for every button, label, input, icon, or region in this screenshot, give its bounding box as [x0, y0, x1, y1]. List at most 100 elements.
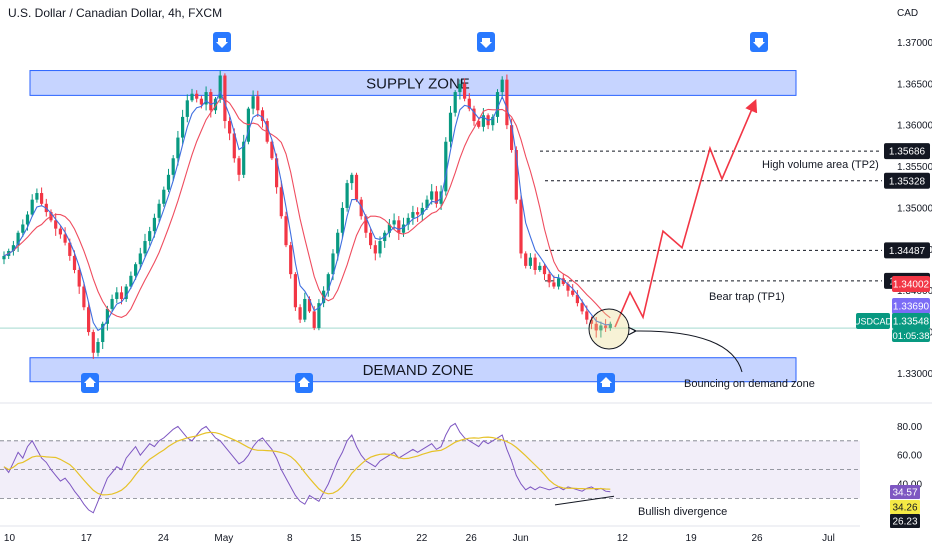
candle-body: [317, 303, 321, 328]
candle-body: [406, 217, 410, 225]
candle-body: [538, 265, 542, 270]
candle-body: [2, 255, 6, 260]
rsi-ma-line: [3, 431, 611, 496]
candle-body: [331, 253, 335, 275]
candle-body: [68, 242, 72, 256]
candle-body: [411, 212, 415, 218]
candle-body: [608, 323, 612, 328]
candles: [2, 70, 612, 359]
candle-body: [35, 193, 39, 200]
up-arrow-glyph: [600, 377, 612, 387]
candle-body: [251, 96, 255, 109]
candle-body: [514, 150, 518, 200]
candle-body: [571, 290, 575, 295]
candle-body: [444, 141, 448, 192]
candle-body: [477, 121, 481, 127]
price-tag-label: 1.33548: [893, 317, 930, 328]
candle-body: [397, 220, 401, 233]
level-tag-label: 1.35686: [889, 147, 926, 158]
candle-body: [589, 319, 594, 324]
candle-body: [157, 203, 161, 218]
candle-body: [25, 214, 30, 225]
countdown-label: 01:05:38: [893, 331, 930, 342]
candle-body: [63, 234, 67, 243]
candle-body: [594, 323, 598, 331]
candle-body: [181, 116, 185, 138]
candle-body: [256, 96, 260, 111]
price-tick-label: 1.36500: [897, 79, 932, 90]
ema-line: [3, 90, 611, 332]
candle-body: [430, 191, 434, 200]
rsi-value-tag-label: 26.23: [892, 517, 917, 528]
candle-body: [547, 274, 551, 283]
divergence-line: [554, 495, 615, 506]
candle-body: [166, 174, 171, 190]
candle-body: [580, 303, 584, 312]
candle-body: [467, 98, 471, 109]
candle-body: [115, 292, 119, 299]
price-tag-label: 1.34002: [893, 280, 930, 291]
level-note: Bear trap (TP1): [709, 291, 785, 303]
candle-body: [458, 83, 462, 93]
up-arrow-glyph: [298, 377, 310, 387]
projection-path: [614, 99, 758, 328]
candle-body: [420, 207, 424, 215]
candle-body: [171, 158, 175, 175]
candle-body: [416, 212, 420, 215]
candle-body: [510, 125, 514, 150]
down-arrow-glyph: [216, 38, 228, 48]
candle-body: [453, 92, 457, 113]
candle-body: [195, 93, 199, 99]
candle-body: [82, 286, 86, 308]
zone-arrows: [81, 32, 768, 393]
candle-body: [190, 93, 194, 101]
candle-body: [152, 217, 156, 232]
candle-body: [260, 110, 265, 122]
candle-body: [176, 137, 180, 159]
down-arrow-glyph: [480, 38, 492, 48]
time-tick-label: 24: [158, 533, 170, 544]
candle-body: [434, 191, 438, 204]
candle-body: [566, 284, 570, 291]
candle-body: [96, 342, 100, 353]
level-tag-label: 1.34487: [889, 246, 926, 257]
candle-body: [11, 245, 15, 251]
rsi-value-tag-label: 34.57: [892, 488, 917, 499]
candle-body: [528, 257, 532, 266]
candle-body: [364, 216, 368, 233]
bounce-annotation: Bouncing on demand zone: [684, 378, 815, 390]
candle-body: [387, 224, 391, 233]
candle-body: [401, 224, 406, 233]
candle-body: [289, 245, 293, 275]
candle-body: [552, 282, 556, 287]
time-tick-label: 12: [617, 533, 629, 544]
candle-body: [524, 253, 528, 266]
candle-body: [542, 265, 547, 275]
candle-body: [72, 255, 77, 270]
level-tag: [884, 143, 930, 160]
candle-body: [599, 325, 603, 331]
rsi-tick-label: 80.00: [897, 422, 922, 433]
candle-body: [425, 199, 429, 208]
time-tick-label: 10: [4, 533, 16, 544]
candle-body: [336, 232, 340, 254]
price-tick-label: 1.35000: [897, 203, 932, 214]
demand-zone-label: DEMAND ZONE: [363, 362, 474, 379]
time-tick-label: 26: [466, 533, 478, 544]
candle-body: [91, 332, 95, 353]
price-tick-label: 1.36000: [897, 121, 932, 132]
candle-body: [303, 298, 307, 320]
price-tag: [892, 276, 930, 292]
candle-body: [340, 207, 344, 233]
time-tick-label: Jul: [822, 533, 835, 544]
candle-body: [378, 241, 382, 254]
moving-averages: [3, 90, 611, 332]
candle-body: [359, 199, 363, 217]
candle-body: [143, 241, 147, 254]
time-tick-label: Jun: [513, 533, 529, 544]
candle-body: [585, 311, 589, 320]
time-tick-label: 17: [81, 533, 93, 544]
candle-body: [21, 224, 25, 233]
